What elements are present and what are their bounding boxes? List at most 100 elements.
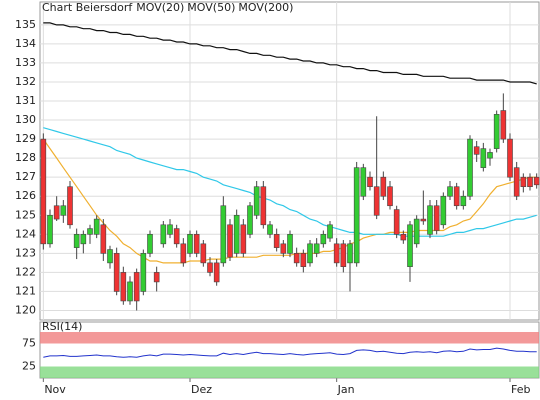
candle-body [307,243,313,264]
candle-body [220,205,227,264]
rsi-title: RSI(14) [42,320,82,333]
candle-body [380,176,387,197]
candle-body [260,186,267,226]
x-tick-label: Feb [511,383,530,396]
y-tick-label: 130 [15,113,36,126]
candle-body [253,186,260,216]
rsi-line [43,347,537,358]
x-tick-label: Nov [44,383,66,396]
candle-body [327,224,333,239]
candle-body [527,176,533,188]
candle-body [120,272,127,302]
candle-body [533,176,540,186]
candle-body [487,152,493,159]
candle-body [193,234,200,254]
candle-body [200,243,207,264]
candle-body [87,228,93,235]
candle-body [240,224,247,254]
legend-entry: MOV(20) [136,1,184,14]
candle-body [367,176,373,188]
moving-average-line [43,127,537,237]
candle-body [313,243,320,254]
candle-body [347,243,353,264]
candle-body [173,228,180,245]
y-tick-label: 125 [15,208,36,221]
candle-body [507,138,513,178]
candle-body [513,167,520,197]
x-tick-label: Jan [337,383,355,396]
candle-body [413,218,420,245]
y-tick-label: 123 [15,246,36,259]
candle-body [480,148,487,168]
candle-body [387,186,393,207]
candle-body [100,224,107,254]
y-tick-label: 135 [15,18,36,31]
legend-entry: MOV(200) [238,1,293,14]
candle-body [400,234,407,241]
y-tick-label: 120 [15,303,36,316]
y-tick-label: 121 [15,284,36,297]
candle-body [53,205,60,220]
candle-body [287,234,293,254]
candle-body [353,167,360,264]
candle-body [213,262,220,283]
moving-average-line [43,22,537,85]
candle-body [267,224,273,235]
y-tick-label: 132 [15,75,36,88]
candle-body [187,234,193,254]
overbought-band [40,332,539,344]
candle-body [160,224,167,245]
candle-body [140,253,147,292]
candle-body [80,234,87,245]
candle-body [440,195,447,226]
candle-body [247,205,253,235]
candle-body [447,186,453,197]
candle-body [320,234,327,245]
y-tick-label: 129 [15,132,36,145]
rsi-tick-label: 25 [22,360,36,373]
candle-body [73,234,80,248]
candle-body [127,281,133,302]
candle-body [407,224,413,267]
candle-body [153,272,160,283]
candle-body [207,262,213,273]
candle-body [147,234,153,254]
candle-body [373,186,380,216]
y-tick-label: 127 [15,170,36,183]
y-tick-label: 122 [15,265,36,278]
y-tick-label: 126 [15,189,36,202]
candle-body [333,243,340,264]
candle-body [273,234,280,248]
candle-body [180,243,187,264]
y-tick-label: 131 [15,94,36,107]
x-tick-label: Dez [191,383,212,396]
candle-body [67,186,73,226]
candle-body [227,224,233,258]
y-tick-label: 124 [15,227,36,240]
candle-body [467,138,473,197]
candle-body [360,167,367,197]
candle-body [453,186,460,207]
candle-body [500,110,507,140]
chart-title: Chart Beiersdorf [42,1,133,14]
candle-body [280,243,287,254]
candle-body [93,218,100,235]
y-tick-label: 133 [15,56,36,69]
candle-body [433,205,440,231]
candle-body [493,114,500,149]
candle-body [473,146,480,155]
candle-body [293,253,300,264]
candle-body [167,224,173,235]
candle-body [233,214,240,254]
candle-body [340,243,347,267]
y-tick-label: 128 [15,151,36,164]
y-tick-label: 134 [15,37,36,50]
candle-body [520,176,527,188]
candle-body [47,214,53,245]
candle-body [133,272,140,302]
candle-body [40,138,47,245]
candle-body [300,253,307,267]
rsi-tick-label: 75 [22,337,36,350]
